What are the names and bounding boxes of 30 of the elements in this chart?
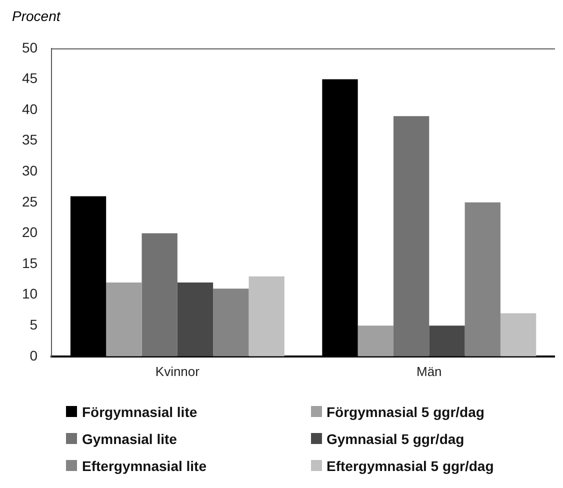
bar <box>358 326 394 356</box>
y-tick-label: 35 <box>22 132 38 148</box>
y-tick-label: 40 <box>22 100 38 117</box>
y-tick-label: 0 <box>30 347 38 364</box>
legend-label: Eftergymnasial lite <box>82 458 206 474</box>
legend-label: Gymnasial lite <box>82 430 177 446</box>
bar <box>248 276 284 356</box>
y-tick-label: 45 <box>22 70 38 86</box>
y-tick-label: 25 <box>22 193 38 210</box>
bar <box>464 202 500 356</box>
legend-label: Förgymnasial lite <box>82 404 198 420</box>
y-tick-label: 50 <box>22 39 38 56</box>
y-axis-title: Procent <box>12 8 62 26</box>
bar <box>106 282 142 356</box>
y-tick-label: 5 <box>30 316 38 332</box>
bar <box>142 233 178 356</box>
y-tick-label: 15 <box>22 254 38 271</box>
legend-label: Gymnasial 5 ggr/dag <box>326 430 464 446</box>
x-tick-label: Män <box>416 364 442 379</box>
bar <box>429 326 465 356</box>
x-tick-label: Kvinnor <box>155 364 200 379</box>
legend-label: Förgymnasial 5 ggr/dag <box>326 404 484 420</box>
bar <box>177 282 214 356</box>
y-tick-label: 30 <box>22 162 38 178</box>
bar <box>393 116 430 356</box>
legend-label: Eftergymnasial 5 ggr/dag <box>326 458 494 474</box>
y-tick-label: 10 <box>22 286 38 302</box>
y-tick-label: 20 <box>22 224 38 240</box>
bar <box>500 313 536 356</box>
bar <box>213 288 249 356</box>
